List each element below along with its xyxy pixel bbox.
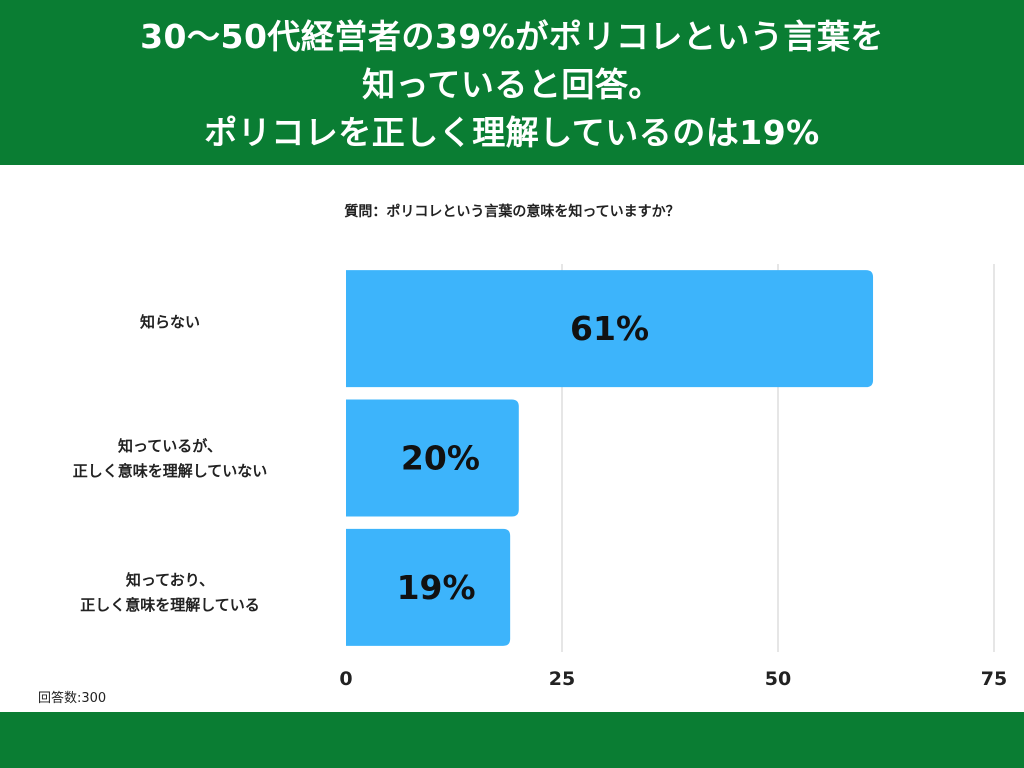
category-label-line: 正しく意味を理解していない [72,462,268,480]
bars: 61% 20% 19% [346,270,874,646]
category-label-not-know: 知らない [0,310,340,335]
bar-value-label-0: 61% [570,309,649,348]
bar-0 [346,270,874,388]
x-tick-label-0: 0 [339,668,352,690]
bar-value-label-2: 19% [397,568,476,607]
survey-question: 質問：ポリコレという言葉の意味を知っていますか？ [344,204,680,220]
title-line-2: 知っていると回答。 [362,64,662,104]
footer-banner [0,712,1024,768]
bar-1 [346,399,519,517]
category-label-know-not-understand: 知っているが、 正しく意味を理解していない [0,434,340,484]
category-label-line: 正しく意味を理解している [80,596,260,614]
chart-title-banner: 30〜50代経営者の39%がポリコレという言葉を 知っていると回答。 ポリコレを… [0,0,1024,165]
category-label-line: 知っており、 [125,571,215,589]
x-tick-label-50: 50 [765,668,791,690]
x-tick-label-25: 25 [549,668,575,690]
bar-2 [346,528,511,646]
title-line-3: ポリコレを正しく理解しているのは19% [204,112,820,152]
bar-value-label-1: 20% [401,439,480,478]
x-axis-ticks: 0 25 50 75 [339,668,1007,690]
respondent-count: 回答数:300 [38,691,107,706]
category-label-know-understand: 知っており、 正しく意味を理解している [0,568,340,618]
category-label-line: 知っているが、 [118,437,222,455]
category-label-line: 知らない [139,313,200,331]
x-tick-label-75: 75 [981,668,1007,690]
title-line-1: 30〜50代経営者の39%がポリコレという言葉を [140,16,884,56]
